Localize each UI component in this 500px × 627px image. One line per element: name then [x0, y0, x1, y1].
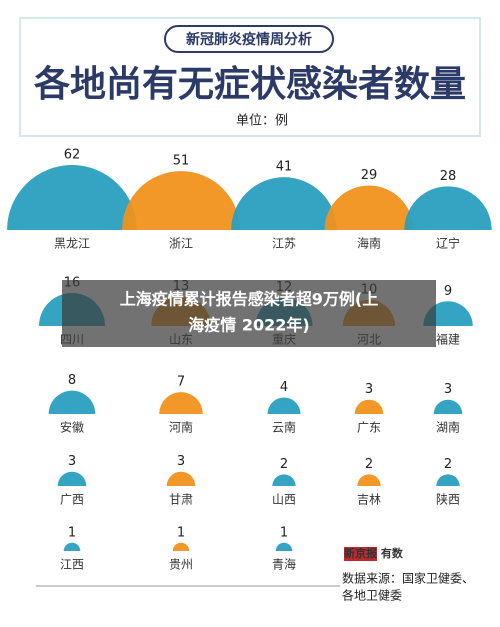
semicircle	[272, 474, 296, 486]
category-label: 江西	[60, 558, 84, 572]
value-label: 1	[280, 525, 288, 540]
value-label: 62	[64, 148, 81, 163]
semicircle	[324, 185, 414, 230]
logo-badge	[344, 547, 377, 561]
category-label: 辽宁	[436, 236, 460, 251]
title: 各地尚有无症状感染者数量	[34, 64, 466, 105]
category-label: 湖南	[436, 420, 460, 435]
tag: 新冠肺炎疫情周分析	[186, 31, 312, 48]
value-label: 2	[444, 457, 452, 472]
header-frame	[19, 17, 481, 137]
value-label: 3	[365, 382, 373, 397]
semicircle	[172, 542, 190, 551]
value-label: 9	[444, 284, 452, 299]
category-label: 海南	[357, 236, 381, 251]
category-label: 黑龙江	[54, 237, 90, 251]
semicircle	[436, 474, 460, 486]
category-label: 江苏	[272, 237, 296, 251]
category-label: 甘肃	[169, 493, 193, 507]
value-label: 4	[280, 380, 288, 395]
semicircle	[267, 397, 301, 414]
category-label: 贵州	[169, 558, 193, 572]
overlay-text: 上海疫情累计报告感染者超9万例(上	[120, 290, 378, 309]
semicircle	[57, 471, 87, 486]
source: 各地卫健委	[342, 588, 402, 603]
unit: 单位：例	[236, 114, 288, 129]
category-label: 云南	[272, 420, 296, 435]
category-label: 山西	[272, 493, 296, 507]
value-label: 3	[444, 382, 452, 397]
semicircle	[63, 542, 81, 551]
category-label: 河南	[169, 420, 193, 435]
value-label: 29	[361, 168, 378, 183]
category-label: 陕西	[436, 492, 460, 507]
overlay-box	[62, 280, 436, 347]
source: 数据来源：国家卫健委、	[342, 571, 474, 586]
tag-pill	[164, 25, 334, 53]
value-label: 3	[177, 454, 185, 469]
semicircle	[159, 392, 203, 414]
semicircle	[48, 390, 96, 414]
semicircle	[433, 399, 463, 414]
category-label: 浙江	[169, 237, 193, 251]
value-label: 2	[280, 457, 288, 472]
value-label: 41	[276, 160, 293, 175]
value-label: 51	[173, 154, 190, 169]
semicircle	[357, 474, 381, 486]
semicircle	[166, 471, 196, 486]
semicircle	[404, 186, 492, 230]
value-label: 2	[365, 457, 373, 472]
category-label: 广东	[357, 421, 381, 435]
value-label: 1	[177, 525, 185, 540]
value-label: 28	[440, 169, 457, 184]
semicircle	[231, 177, 337, 230]
value-label: 1	[68, 525, 76, 540]
value-label: 3	[68, 454, 76, 469]
value-label: 7	[177, 375, 185, 390]
category-label: 广西	[60, 493, 84, 507]
semicircle	[275, 542, 293, 551]
category-label: 青海	[272, 557, 296, 572]
overlay-text: 海疫情 2022年)	[188, 316, 309, 335]
category-label: 吉林	[357, 493, 381, 507]
logo: 新京报 有数	[344, 546, 404, 560]
semicircle	[122, 171, 240, 230]
semicircle	[354, 399, 384, 414]
value-label: 8	[68, 373, 76, 388]
category-label: 福建	[436, 332, 460, 347]
category-label: 安徽	[60, 420, 84, 435]
semicircle	[7, 165, 137, 230]
